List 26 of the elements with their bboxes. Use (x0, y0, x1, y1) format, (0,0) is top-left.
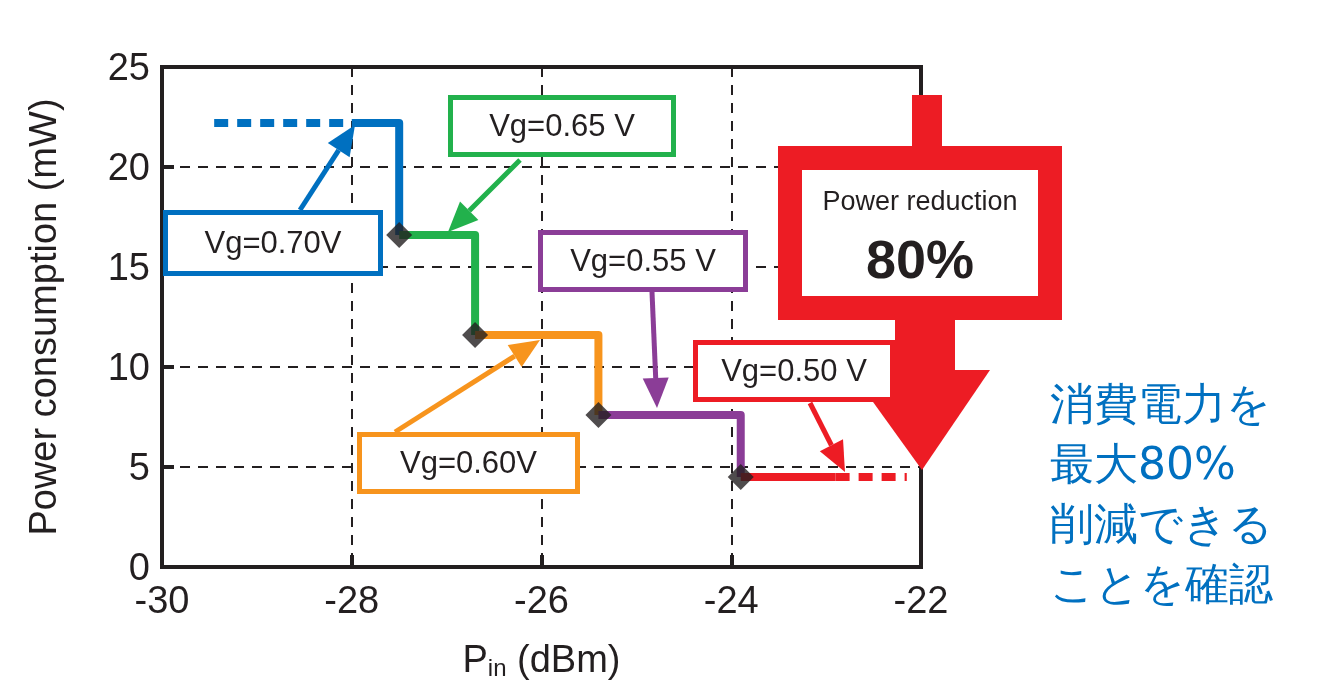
text: ことを確認 (1050, 557, 1273, 611)
x-axis-title: Pin (dBm) (462, 638, 621, 681)
point (386, 222, 413, 248)
text: Vg=0.60V (357, 432, 580, 494)
y-tick-label: 25 (107, 46, 150, 88)
text: 削減できる (1050, 497, 1273, 551)
text: 最大80% (1050, 437, 1236, 491)
legend-label: Vg=0.70V (163, 210, 383, 276)
x-tick-label: -26 (514, 579, 569, 621)
y-tick-label: 15 (107, 246, 150, 288)
annotation: 80% (864, 228, 976, 290)
annotation: Power reduction (821, 186, 1019, 217)
point (585, 402, 612, 428)
y-tick-label: 10 (107, 346, 150, 388)
point (462, 322, 489, 348)
x-tick-label: -28 (324, 579, 380, 621)
y-tick-label: 20 (107, 146, 150, 188)
text: 消費電力を (1050, 377, 1271, 431)
point (727, 464, 754, 490)
x-tick-label: -22 (893, 579, 949, 621)
text: Vg=0.65 V (448, 95, 676, 157)
y-axis-title: Power consumption (mW) (22, 98, 64, 536)
text: Vg=0.55 V (538, 230, 748, 292)
text: Vg=0.50 V (693, 340, 895, 402)
y-tick-label: 5 (128, 446, 150, 488)
x-tick-label: -24 (703, 579, 759, 621)
